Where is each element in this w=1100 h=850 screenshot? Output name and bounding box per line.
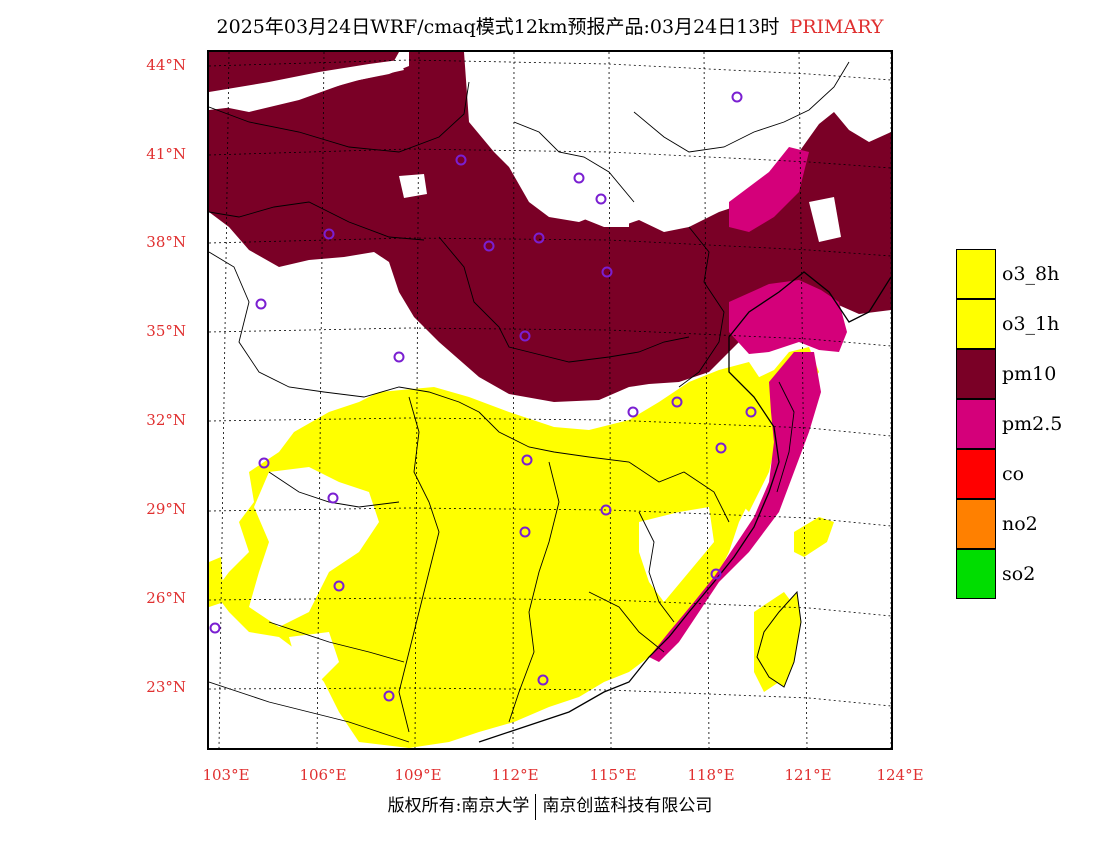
legend-item-so2: so2 xyxy=(956,549,1096,599)
lon-label: 112°E xyxy=(491,766,539,784)
title-text: 2025年03月24日WRF/cmaq模式12km预报产品:03月24日13时 xyxy=(216,16,780,38)
legend-item-co: co xyxy=(956,449,1096,499)
lat-label: 35°N xyxy=(146,322,186,340)
station-marker xyxy=(258,457,270,469)
pm10-blank xyxy=(399,174,427,198)
station-marker xyxy=(745,406,757,418)
lat-label: 41°N xyxy=(146,145,186,163)
station-marker xyxy=(209,622,221,634)
o3-area xyxy=(209,557,224,607)
legend-swatch xyxy=(956,399,996,449)
o3-blank xyxy=(639,507,714,602)
station-marker xyxy=(455,154,467,166)
legend-swatch xyxy=(956,449,996,499)
pm10-blank xyxy=(519,142,629,227)
station-marker xyxy=(627,406,639,418)
lon-label: 106°E xyxy=(299,766,347,784)
lat-label: 32°N xyxy=(146,411,186,429)
legend-label: no2 xyxy=(1002,513,1038,535)
pollutant-legend: o3_8h o3_1h pm10 pm2.5 co no2 so2 xyxy=(956,249,1096,599)
pm25-area xyxy=(729,280,847,354)
legend-label: co xyxy=(1002,463,1025,485)
forecast-map[interactable] xyxy=(209,52,891,748)
station-marker xyxy=(383,690,395,702)
legend-label: pm2.5 xyxy=(1002,413,1063,435)
o3-area xyxy=(214,362,774,748)
station-marker xyxy=(519,330,531,342)
legend-swatch xyxy=(956,349,996,399)
legend-item-pm25: pm2.5 xyxy=(956,399,1096,449)
station-marker xyxy=(519,526,531,538)
primary-tag: PRIMARY xyxy=(789,16,884,38)
coastline xyxy=(478,271,891,743)
legend-swatch xyxy=(956,549,996,599)
map-frame[interactable] xyxy=(207,50,893,750)
lat-label: 26°N xyxy=(146,589,186,607)
legend-item-o3-1h: o3_1h xyxy=(956,299,1096,349)
station-marker xyxy=(521,454,533,466)
station-marker xyxy=(595,193,607,205)
station-marker xyxy=(483,240,495,252)
legend-swatch xyxy=(956,249,996,299)
legend-label: o3_8h xyxy=(1002,263,1060,285)
copyright-left: 版权所有:南京大学 xyxy=(387,796,530,816)
legend-swatch xyxy=(956,299,996,349)
pm25-area xyxy=(729,147,809,232)
legend-swatch xyxy=(956,499,996,549)
station-marker xyxy=(601,266,613,278)
legend-item-o3-8h: o3_8h xyxy=(956,249,1096,299)
station-marker xyxy=(333,580,345,592)
legend-label: so2 xyxy=(1002,563,1036,585)
legend-item-no2: no2 xyxy=(956,499,1096,549)
lat-label: 29°N xyxy=(146,500,186,518)
legend-item-pm10: pm10 xyxy=(956,349,1096,399)
lon-label: 115°E xyxy=(589,766,637,784)
o3-blank xyxy=(289,632,339,682)
station-marker xyxy=(255,298,267,310)
station-marker xyxy=(323,228,335,240)
copyright-footer: 版权所有:南京大学 南京创蓝科技有限公司 xyxy=(0,791,1100,820)
station-marker xyxy=(600,504,612,516)
station-marker xyxy=(710,568,722,580)
lon-label: 103°E xyxy=(202,766,250,784)
o3-area xyxy=(794,517,834,557)
legend-label: o3_1h xyxy=(1002,313,1060,335)
taiwan-area xyxy=(756,590,802,688)
pm10-blank xyxy=(209,60,404,110)
station-marker xyxy=(537,674,549,686)
lon-label: 124°E xyxy=(876,766,924,784)
copyright-right: 南京创蓝科技有限公司 xyxy=(542,796,713,816)
lon-label: 109°E xyxy=(394,766,442,784)
pm10-area xyxy=(209,52,891,402)
lat-label: 44°N xyxy=(146,56,186,74)
station-marker xyxy=(327,492,339,504)
lon-label: 118°E xyxy=(687,766,735,784)
map-title: 2025年03月24日WRF/cmaq模式12km预报产品:03月24日13时 P… xyxy=(0,12,1100,39)
lon-label: 121°E xyxy=(784,766,832,784)
lat-label: 23°N xyxy=(146,678,186,696)
station-marker xyxy=(533,232,545,244)
station-marker xyxy=(393,351,405,363)
pm25-coast xyxy=(649,352,821,662)
station-marker xyxy=(731,91,743,103)
station-marker xyxy=(573,172,585,184)
o3-blank xyxy=(249,467,379,627)
station-marker xyxy=(715,442,727,454)
legend-label: pm10 xyxy=(1002,363,1057,385)
pm10-blank xyxy=(809,197,841,242)
lat-label: 38°N xyxy=(146,233,186,251)
footer-divider xyxy=(535,793,537,820)
station-marker xyxy=(671,396,683,408)
